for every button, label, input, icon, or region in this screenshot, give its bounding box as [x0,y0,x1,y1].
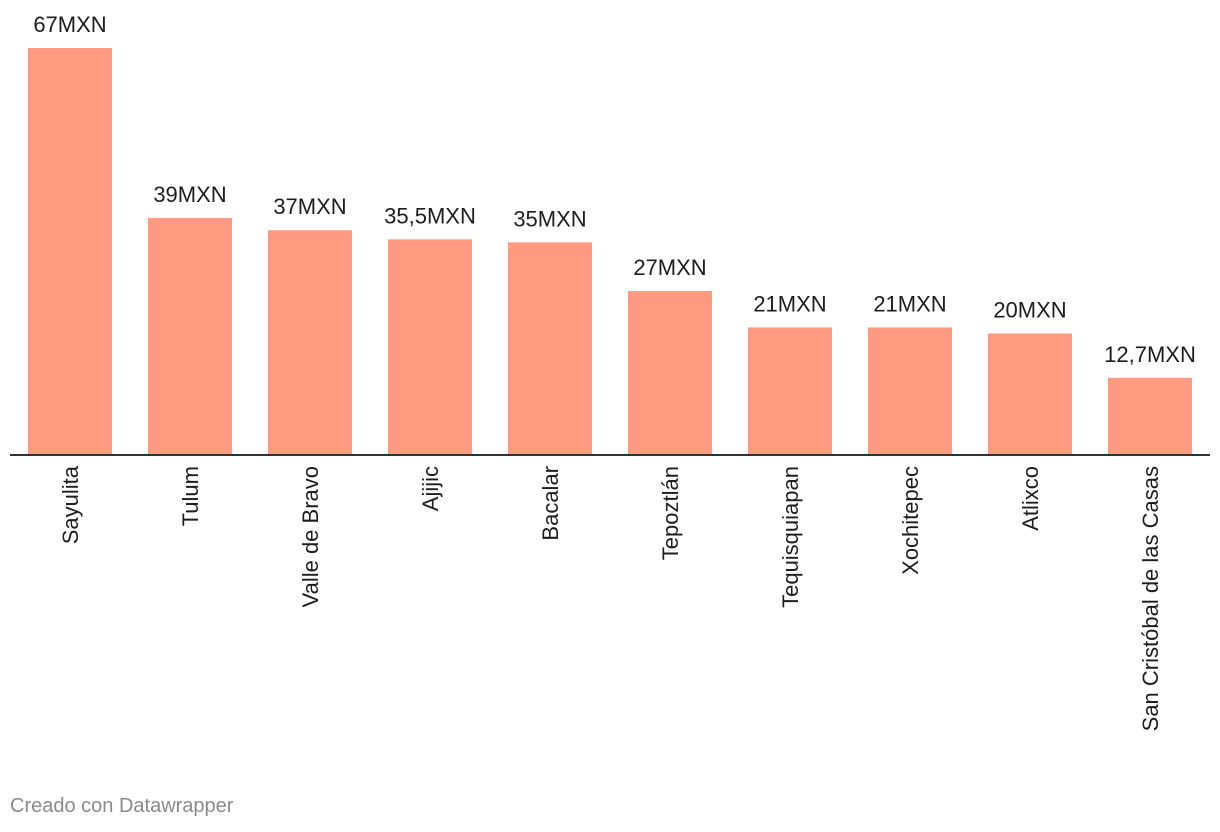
bar [628,290,712,455]
bar [1108,377,1192,455]
category-label: Tequisquiapan [778,466,803,608]
bar-chart: 67MXN 39MXN 37MXN 35,5MXN 35MXN 27MXN 21MXN 21M… [10,12,1210,731]
bar [988,333,1072,455]
bar [268,230,352,455]
bar-value-label: 39MXN [153,182,226,207]
category-label: Tulum [178,466,203,526]
bars-group [28,48,1192,455]
category-label: Sayulita [58,465,83,544]
bar-value-label: 12,7MXN [1104,342,1196,367]
category-label: Tepoztlán [658,466,683,560]
bar-value-label: 21MXN [873,291,946,316]
bar-value-label: 20MXN [993,298,1066,323]
datawrapper-credit[interactable]: Creado con Datawrapper [10,795,234,817]
bar [28,48,112,455]
category-labels-group: Sayulita Tulum Valle de Bravo Ajijic Bacalar… [58,465,1163,731]
bar [748,327,832,455]
bar [508,242,592,455]
bar-value-label: 21MXN [753,291,826,316]
bar [148,218,232,455]
category-label: Ajijic [418,466,443,511]
bar [868,327,952,455]
category-label: Valle de Bravo [298,466,323,607]
value-labels-group: 67MXN 39MXN 37MXN 35,5MXN 35MXN 27MXN 21MXN 21M… [33,12,1196,367]
bar-value-label: 37MXN [273,194,346,219]
category-label: Atlixco [1018,466,1043,531]
category-label: San Cristóbal de las Casas [1138,466,1163,731]
bar-value-label: 35,5MXN [384,203,476,228]
bar [388,239,472,455]
category-label: Xochitepec [898,466,923,575]
bar-value-label: 35MXN [513,206,586,231]
category-label: Bacalar [538,466,563,541]
bar-value-label: 67MXN [33,12,106,37]
bar-value-label: 27MXN [633,255,706,280]
